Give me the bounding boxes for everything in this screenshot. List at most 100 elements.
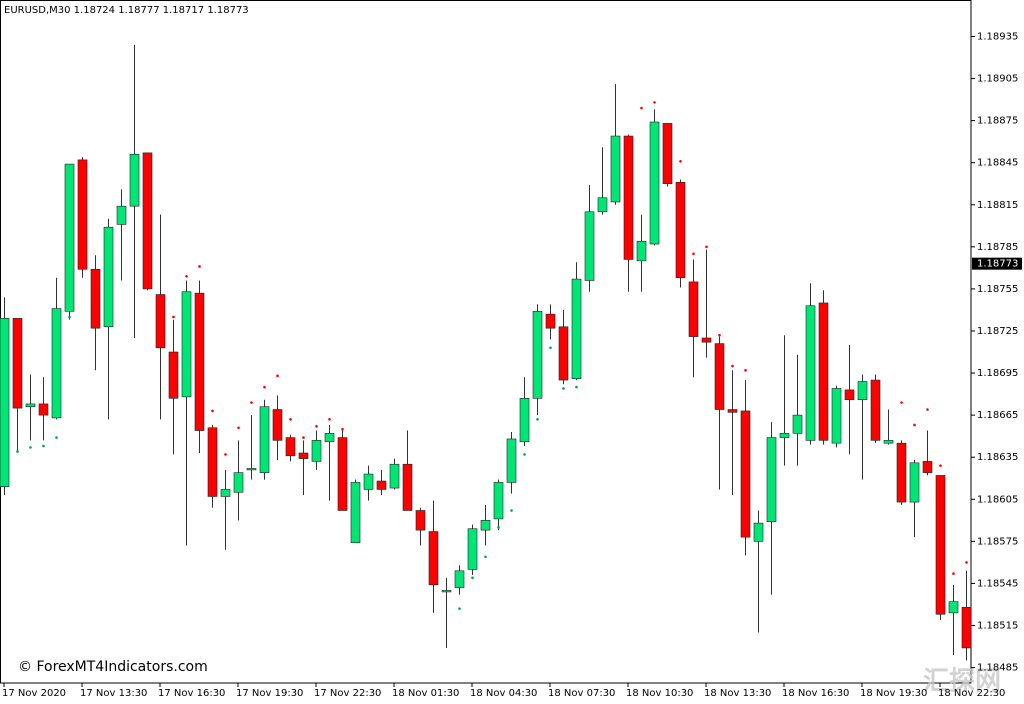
- y-tick-label: 1.18755: [977, 284, 1018, 295]
- y-tick-label: 1.18695: [977, 368, 1018, 379]
- upper-dot: [913, 423, 916, 427]
- symbol: EURUSD,M30: [4, 5, 70, 16]
- candle-body-up: [766, 437, 777, 523]
- candle-body-up: [0, 318, 10, 487]
- candle-body-up: [311, 440, 322, 462]
- x-tick-label: 18 Nov 04:30: [470, 688, 537, 699]
- lower-dot: [458, 607, 461, 610]
- candle-body-down: [168, 351, 179, 399]
- candle-body-up: [519, 397, 530, 443]
- x-tick-label: 17 Nov 16:30: [158, 688, 225, 699]
- candle-body-up: [25, 403, 36, 408]
- candle-body-up: [389, 463, 400, 489]
- lower-dot: [55, 436, 58, 439]
- lower-dot: [523, 453, 526, 456]
- candle-body-up: [350, 482, 361, 544]
- candle-body-down: [285, 437, 296, 457]
- lower-dot: [549, 346, 552, 350]
- header-open: 1.18724: [74, 5, 115, 16]
- candle-body-up: [116, 205, 127, 225]
- candle-body-up: [948, 601, 959, 614]
- upper-dot: [185, 274, 188, 278]
- candle-body-down: [727, 409, 738, 413]
- lower-dot: [42, 444, 45, 448]
- upper-dot: [289, 418, 292, 421]
- y-tick-label: 1.18785: [977, 242, 1018, 253]
- chart-header: EURUSD,M30 1.18724 1.18777 1.18717 1.187…: [4, 5, 249, 16]
- candle-body-up: [103, 226, 114, 328]
- upper-dot: [640, 106, 643, 110]
- candle-body-up: [441, 590, 452, 593]
- candle-body-up: [493, 482, 504, 520]
- y-tick-label: 1.18665: [977, 410, 1018, 421]
- candle-body-up: [467, 528, 478, 570]
- candle-body-down: [740, 410, 751, 538]
- candle-body-up: [454, 570, 465, 588]
- lower-dot: [471, 576, 474, 580]
- candle-body-up: [571, 278, 582, 379]
- lower-dot: [16, 450, 19, 453]
- upper-dot: [926, 408, 929, 411]
- candle-body-down: [38, 403, 49, 416]
- lower-dot: [536, 418, 539, 421]
- x-tick-label: 18 Nov 10:30: [626, 688, 693, 699]
- current-price-label: 1.18773: [977, 259, 1018, 270]
- candle-body-up: [259, 406, 270, 473]
- x-tick-label: 18 Nov 19:30: [860, 688, 927, 699]
- candle-body-up: [324, 433, 335, 443]
- x-tick-label: 17 Nov 22:30: [314, 688, 381, 699]
- candle-body-down: [272, 409, 283, 441]
- candle-body-down: [688, 281, 699, 337]
- upper-dot: [718, 333, 721, 337]
- upper-dot: [653, 101, 656, 104]
- candle-body-down: [844, 389, 855, 401]
- upper-dot: [302, 436, 305, 439]
- candle-body-down: [701, 337, 712, 343]
- upper-dot: [172, 315, 175, 319]
- header-high: 1.18777: [118, 5, 159, 16]
- candle-body-down: [12, 318, 23, 409]
- upper-dot: [705, 245, 708, 249]
- upper-dot: [276, 374, 279, 378]
- candle-body-up: [753, 522, 764, 542]
- upper-dot: [744, 368, 747, 372]
- candle-body-down: [90, 268, 101, 329]
- x-tick-label: 17 Nov 2020: [2, 688, 66, 699]
- upper-dot: [328, 418, 331, 421]
- header-close: 1.18773: [207, 5, 248, 16]
- candle-body-down: [415, 510, 426, 531]
- lower-dot: [68, 315, 71, 319]
- candle-body-up: [233, 472, 244, 493]
- candle-body-down: [558, 326, 569, 381]
- upper-dot: [939, 464, 942, 467]
- upper-dot: [341, 427, 344, 431]
- candle-body-up: [909, 462, 920, 503]
- candle-body-down: [207, 427, 218, 497]
- corner-mark: 汇探网: [923, 667, 1001, 697]
- candle-body-up: [480, 520, 491, 531]
- candle-body-down: [961, 606, 972, 649]
- candle-body-down: [298, 452, 309, 459]
- candle-body-down: [545, 313, 556, 329]
- upper-dot: [224, 453, 227, 456]
- upper-dot: [679, 159, 682, 163]
- x-tick-label: 18 Nov 13:30: [704, 688, 771, 699]
- x-tick-label: 17 Nov 19:30: [236, 688, 303, 699]
- candle-body-down: [818, 302, 829, 441]
- candle-body-down: [402, 463, 413, 511]
- x-tick-label: 18 Nov 01:30: [392, 688, 459, 699]
- candle-body-down: [896, 442, 907, 503]
- upper-dot: [211, 409, 214, 413]
- y-tick-label: 1.18815: [977, 200, 1018, 211]
- y-tick-label: 1.18725: [977, 326, 1018, 337]
- candle-body-down: [623, 135, 634, 260]
- candle-body-down: [935, 475, 946, 615]
- lower-dot: [575, 385, 578, 389]
- y-tick-label: 1.18935: [977, 31, 1018, 42]
- candle-body-up: [129, 153, 140, 207]
- candle-body-up: [857, 381, 868, 401]
- y-tick-label: 1.18515: [977, 620, 1018, 631]
- candle-body-up: [831, 388, 842, 444]
